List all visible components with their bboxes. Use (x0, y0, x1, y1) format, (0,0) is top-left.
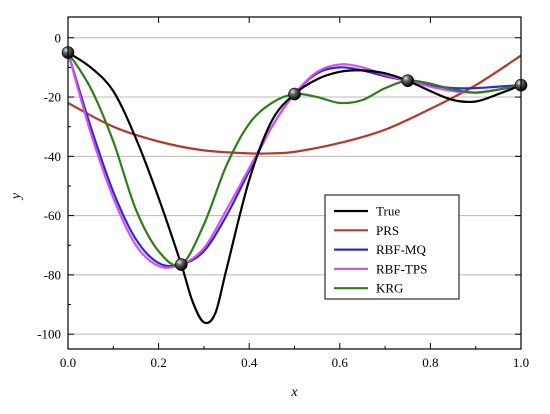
y-axis-title: y (9, 192, 24, 201)
x-tick-label-5: 1.0 (513, 355, 529, 370)
x-tick-label-3: 0.6 (332, 355, 349, 370)
y-tick-label-2: -40 (44, 149, 61, 164)
sample-point-2 (288, 87, 301, 101)
legend-label-rbf-tps: RBF-TPS (376, 261, 427, 276)
series-line-true (68, 51, 521, 325)
x-tick-label-0: 0.0 (60, 355, 76, 370)
legend-label-true: True (376, 204, 400, 219)
x-tick-label-4: 0.8 (422, 355, 438, 370)
y-tick-label-4: -80 (44, 267, 61, 282)
y-tick-label-3: -60 (44, 208, 61, 223)
legend-box (324, 194, 460, 300)
series-line-prs (68, 54, 521, 155)
sample-point-1 (174, 258, 188, 271)
y-tick-label-5: -100 (37, 327, 61, 342)
legend-label-rbf-mq: RBF-MQ (376, 242, 426, 257)
sample-point-3 (401, 74, 415, 88)
x-tick-label-1: 0.2 (150, 355, 166, 370)
axis-ticks: 0.0 0.2 0.4 0.6 0.8 1.0 0 -20 -40 -60 -80 -100 (37, 17, 529, 370)
legend: True PRS RBF-MQ RBF-TPS KRG (324, 194, 460, 300)
legend-label-krg: KRG (376, 281, 403, 296)
x-tick-label-2: 0.4 (241, 355, 258, 370)
x-axis-title: x (290, 385, 298, 400)
legend-label-prs: PRS (376, 223, 399, 238)
y-tick-label-1: -20 (44, 90, 61, 105)
y-tick-label-0: 0 (55, 30, 62, 45)
